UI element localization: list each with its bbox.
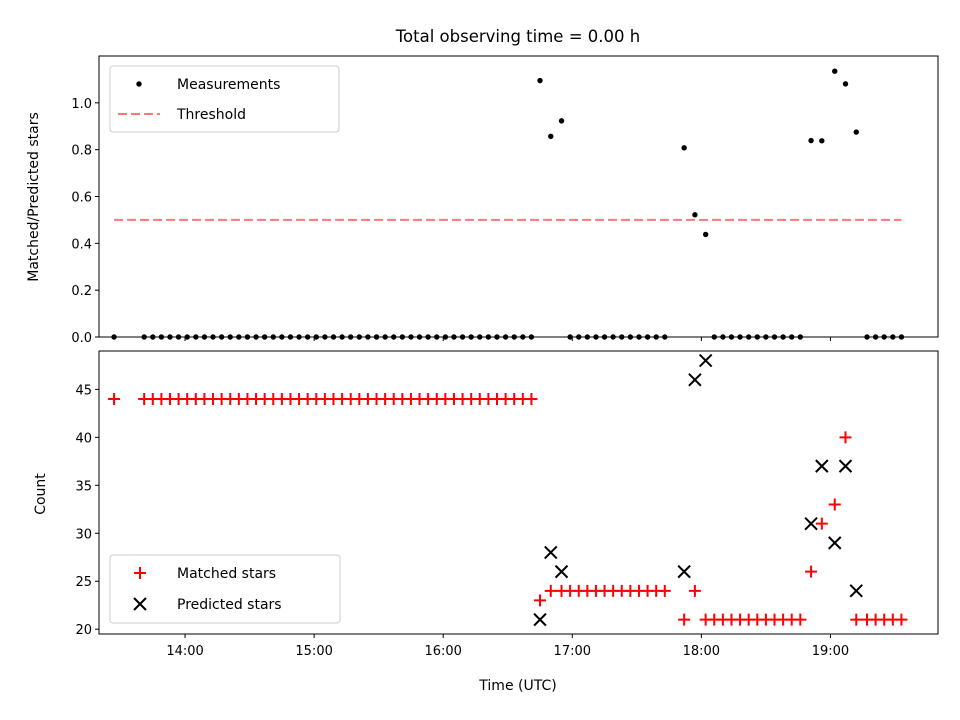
matched-stars-point [525,392,538,405]
x-tick-label: 17:00 [554,644,591,659]
matched-stars-legend-label: Matched stars [177,566,276,582]
matched-stars-point [544,584,557,597]
predicted-stars-point [698,353,713,368]
x-tick-label: 18:00 [683,644,720,659]
x-axis-label: Time (UTC) [478,678,556,694]
bottom-y-tick-label: 20 [75,623,92,638]
measurements-point [853,129,859,135]
predicted-stars-point [849,584,863,598]
predicted-stars-point [688,373,702,387]
predicted-stars-point [838,459,853,473]
bottom-axes-frame [98,350,939,635]
predicted-stars-legend-marker [133,597,147,611]
matched-stars-point [805,565,818,578]
bottom-y-axis-label: Count [33,473,49,515]
predicted-stars-point [677,564,691,579]
measurements-point [558,118,565,124]
measurements-legend-label: Measurements [177,77,280,93]
predicted-stars-legend-label: Predicted stars [177,597,282,613]
top-y-tick-label: 0.4 [71,237,92,252]
matched-stars-point [828,498,841,511]
bottom-y-tick-label: 25 [75,575,92,590]
predicted-stars-point [544,545,558,560]
bottom-legend: Matched stars Predicted stars [109,554,341,624]
bottom-plot-area: 20 25 30 35 40 45 14:00 15:00 16:00 17:00 18:00 19:… [75,353,908,659]
bottom-legend-box [109,554,341,624]
matched-stars-point [688,584,701,597]
x-tick-label: 16:00 [424,644,461,659]
matched-stars-point [794,613,807,626]
measurements-point [819,138,825,144]
top-y-tick-label: 1.0 [71,97,92,112]
matched-stars-point [108,392,121,405]
measurements-point [808,137,814,144]
top-y-tick-label: 0.6 [71,191,92,206]
predicted-stars-point [815,459,829,473]
matched-stars-legend-marker [134,567,146,579]
measurements-point [692,212,698,218]
measurements-legend-marker [136,81,142,87]
top-y-axis-label: Matched/Predicted stars [26,112,42,282]
bottom-y-tick-label: 45 [75,383,92,398]
top-panel: Total observing time = 0.00 h Matched/Pr… [26,27,939,346]
matched-stars-point [534,594,547,607]
bottom-y-tick-label: 40 [75,431,92,446]
x-tick-label: 15:00 [295,644,332,659]
top-legend-box [109,65,340,133]
matched-stars-point [850,613,863,626]
measurements-point [832,68,838,74]
measurements-point [537,77,543,84]
top-legend: Measurements Threshold [109,65,340,133]
measurements-point [681,145,687,151]
matched-stars-point [658,584,671,597]
bottom-y-tick-label: 30 [75,527,92,542]
x-tick-label: 14:00 [166,644,203,659]
top-chart-title: Total observing time = 0.00 h [395,27,640,46]
measurements-point [548,133,554,140]
predicted-stars-point [828,536,842,550]
threshold-legend-label: Threshold [176,107,246,123]
predicted-stars-point [804,516,818,531]
bottom-panel: Count Time (UTC) 20 25 30 35 40 45 14:00 15:00 1… [33,350,939,694]
measurements-point [842,81,849,87]
predicted-stars-point [554,564,569,579]
matched-stars-point [895,613,908,626]
top-y-tick-label: 0.8 [71,144,92,159]
matched-stars-point [839,431,852,444]
top-y-tick-label: 0.2 [71,284,92,299]
bottom-y-tick-label: 35 [75,479,92,494]
top-y-tick-label: 0.0 [71,331,92,346]
matched-stars-point [815,517,828,530]
predicted-stars-point [533,612,547,627]
matched-stars-point [678,613,691,626]
top-axes-frame [98,55,939,338]
measurements-point [702,231,709,238]
x-tick-label: 19:00 [812,644,849,659]
